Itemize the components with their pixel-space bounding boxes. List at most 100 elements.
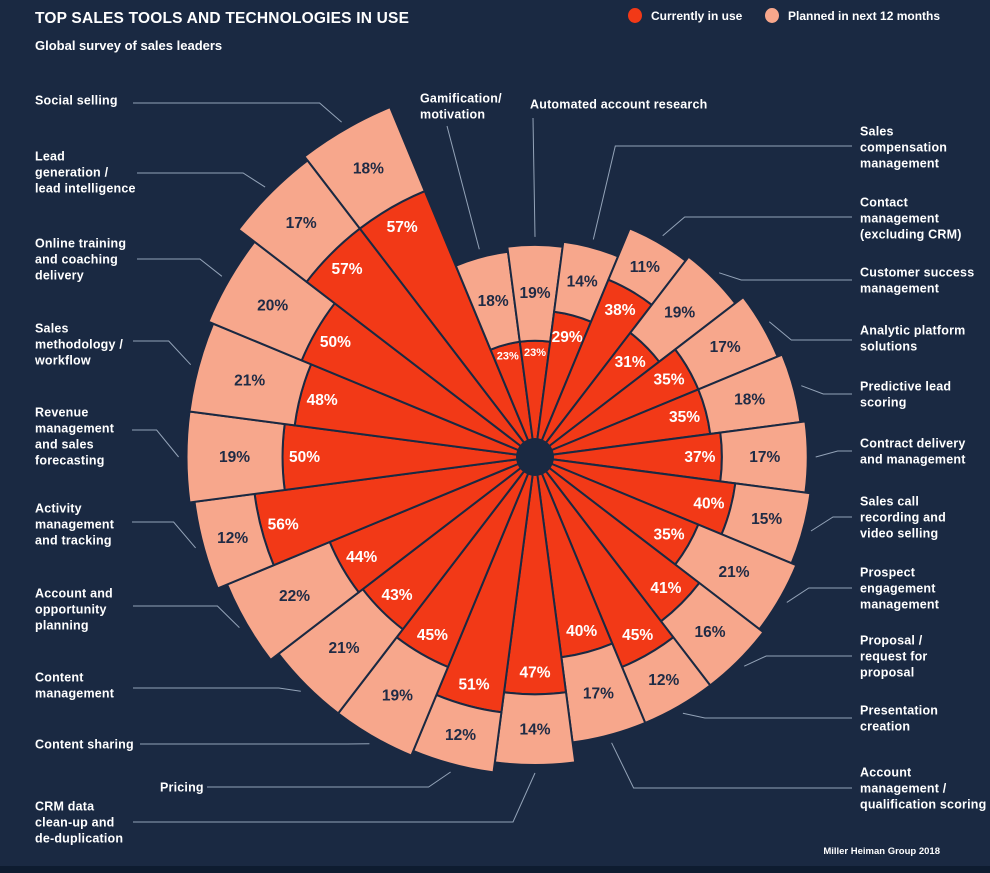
value-labels: 57% 18% 23% 18% 23% 19% 29% 14% 38% 11% 31% 19% 35% 1… bbox=[217, 160, 782, 744]
category-label-content-sharing: Content sharing bbox=[35, 738, 134, 752]
source-credit: Miller Heiman Group 2018 bbox=[823, 846, 940, 857]
page-subtitle: Global survey of sales leaders bbox=[35, 38, 223, 53]
leader-line-sales-call-recording-and-video-selling bbox=[810, 516, 852, 532]
category-label-predictive-lead-scoring: Predictive lead scoring bbox=[860, 380, 951, 410]
value-planned-lead-generation-lead-intelligence: 17% bbox=[286, 215, 317, 232]
category-label-gamification-motivation: Gamification/motivation bbox=[420, 92, 502, 122]
leader-line-pricing bbox=[207, 771, 451, 788]
category-labels: Social selling Gamification/motivation Aut… bbox=[34, 92, 986, 846]
leader-line-proposal-request-for-proposal bbox=[743, 655, 852, 667]
value-planned-automated-account-research: 19% bbox=[519, 285, 550, 302]
category-label-revenue-management-and-sales-forecasting: Revenue management and sales forecasting bbox=[35, 406, 115, 468]
value-current-content-sharing: 45% bbox=[417, 627, 448, 644]
chart-hub bbox=[516, 438, 554, 476]
category-label-account-management-qualification-scoring: Account management / qualification scoring bbox=[860, 766, 986, 812]
value-planned-sales-call-recording-and-video-selling: 15% bbox=[751, 511, 782, 528]
category-label-crm-data-clean-up-and-de-duplication: CRM data clean-up and de-duplication bbox=[35, 800, 123, 846]
value-current-content-management: 43% bbox=[381, 587, 412, 604]
value-planned-proposal-request-for-proposal: 16% bbox=[694, 624, 725, 641]
category-label-customer-success-management: Customer success management bbox=[860, 266, 974, 296]
leader-line-gamification-motivation bbox=[446, 125, 480, 250]
value-current-predictive-lead-scoring: 35% bbox=[669, 409, 700, 426]
leader-line-activity-management-and-tracking bbox=[132, 521, 196, 549]
value-planned-account-management-qualification-scoring: 17% bbox=[583, 686, 614, 703]
category-label-analytic-platform-solutions: Analytic platform solutions bbox=[860, 324, 966, 354]
value-current-prospect-engagement-management: 35% bbox=[653, 526, 684, 543]
category-label-lead-generation-lead-intelligence: Lead generation / lead intelligence bbox=[35, 150, 136, 196]
category-label-account-and-opportunity-planning: Account and opportunity planning bbox=[35, 587, 113, 633]
page-title: TOP SALES TOOLS AND TECHNOLOGIES IN USE bbox=[35, 10, 410, 27]
value-current-automated-account-research: 23% bbox=[524, 347, 546, 359]
category-label-proposal-request-for-proposal: Proposal / request for proposal bbox=[860, 634, 928, 680]
leader-line-content-management bbox=[133, 687, 301, 692]
leader-line-contract-delivery-and-management bbox=[815, 450, 852, 458]
leader-line-revenue-management-and-sales-forecasting bbox=[132, 429, 179, 458]
value-current-social-selling: 57% bbox=[387, 219, 418, 236]
value-current-crm-data-clean-up-and-de-duplication: 47% bbox=[519, 664, 550, 681]
value-current-proposal-request-for-proposal: 41% bbox=[650, 580, 681, 597]
leader-line-presentation-creation bbox=[682, 712, 852, 719]
value-planned-predictive-lead-scoring: 18% bbox=[734, 392, 765, 409]
value-planned-activity-management-and-tracking: 12% bbox=[217, 530, 248, 547]
value-planned-prospect-engagement-management: 21% bbox=[718, 564, 749, 581]
legend-item-planned-next-12-months: Planned in next 12 months bbox=[765, 8, 940, 23]
leader-line-social-selling bbox=[133, 102, 342, 123]
leader-lines bbox=[132, 102, 852, 823]
value-current-presentation-creation: 45% bbox=[622, 627, 653, 644]
legend-label-currently-in-use: Currently in use bbox=[651, 8, 743, 23]
value-planned-online-training-and-coaching-delivery: 20% bbox=[257, 298, 288, 315]
value-planned-contact-management-excluding-crm: 11% bbox=[630, 259, 660, 276]
value-current-account-and-opportunity-planning: 44% bbox=[346, 549, 377, 566]
category-label-sales-compensation-management: Sales compensation management bbox=[860, 125, 947, 171]
category-label-activity-management-and-tracking: Activity management and tracking bbox=[35, 502, 115, 548]
wedges bbox=[185, 106, 812, 774]
value-planned-social-selling: 18% bbox=[353, 160, 384, 177]
value-planned-presentation-creation: 12% bbox=[648, 672, 679, 689]
leader-line-automated-account-research bbox=[532, 117, 536, 237]
value-current-sales-compensation-management: 29% bbox=[552, 329, 583, 346]
value-current-pricing: 51% bbox=[458, 677, 489, 694]
value-planned-analytic-platform-solutions: 17% bbox=[710, 339, 741, 356]
value-current-sales-call-recording-and-video-selling: 40% bbox=[693, 496, 724, 513]
leader-line-prospect-engagement-management bbox=[786, 587, 852, 603]
value-planned-account-and-opportunity-planning: 22% bbox=[279, 588, 310, 605]
value-current-account-management-qualification-scoring: 40% bbox=[566, 623, 597, 640]
legend-item-currently-in-use: Currently in use bbox=[628, 8, 742, 23]
leader-line-crm-data-clean-up-and-de-duplication bbox=[133, 772, 536, 823]
value-planned-revenue-management-and-sales-forecasting: 19% bbox=[219, 449, 250, 466]
leader-line-analytic-platform-solutions bbox=[768, 321, 852, 341]
value-current-revenue-management-and-sales-forecasting: 50% bbox=[289, 449, 320, 466]
value-planned-sales-compensation-management: 14% bbox=[567, 273, 598, 290]
wedge-planned-lead-generation-lead-intelligence bbox=[237, 159, 361, 283]
value-current-contact-management-excluding-crm: 38% bbox=[604, 302, 635, 319]
value-current-online-training-and-coaching-delivery: 50% bbox=[320, 334, 351, 351]
category-label-prospect-engagement-management: Prospect engagement management bbox=[860, 566, 940, 612]
value-current-analytic-platform-solutions: 35% bbox=[653, 372, 684, 389]
leader-line-lead-generation-lead-intelligence bbox=[137, 172, 266, 188]
bottom-strip bbox=[0, 866, 990, 873]
value-planned-crm-data-clean-up-and-de-duplication: 14% bbox=[519, 722, 550, 739]
value-planned-sales-methodology-workflow: 21% bbox=[234, 373, 265, 390]
legend-dot-currently-in-use-icon bbox=[628, 8, 642, 23]
wedge-planned-social-selling bbox=[303, 106, 426, 230]
value-planned-contract-delivery-and-management: 17% bbox=[749, 449, 780, 466]
category-label-contract-delivery-and-management: Contract delivery and management bbox=[860, 437, 966, 467]
value-planned-customer-success-management: 19% bbox=[664, 304, 695, 321]
category-label-automated-account-research: Automated account research bbox=[530, 98, 707, 112]
category-label-presentation-creation: Presentation creation bbox=[860, 704, 938, 734]
value-planned-content-sharing: 19% bbox=[382, 687, 413, 704]
category-label-content-management: Content management bbox=[35, 671, 115, 701]
leader-line-account-and-opportunity-planning bbox=[133, 605, 240, 628]
legend-label-planned-next-12-months: Planned in next 12 months bbox=[788, 8, 941, 23]
value-current-contract-delivery-and-management: 37% bbox=[684, 449, 715, 466]
category-label-online-training-and-coaching-delivery: Online training and coaching delivery bbox=[35, 237, 126, 283]
leader-line-account-management-qualification-scoring bbox=[611, 742, 852, 789]
value-current-lead-generation-lead-intelligence: 57% bbox=[331, 261, 362, 278]
category-label-contact-management-excluding-crm: Contact management (excluding CRM) bbox=[860, 196, 962, 242]
value-current-customer-success-management: 31% bbox=[615, 354, 646, 371]
leader-line-contact-management-excluding-crm bbox=[662, 216, 852, 237]
category-label-sales-methodology-workflow: Sales methodology / workflow bbox=[34, 322, 123, 368]
value-planned-content-management: 21% bbox=[328, 640, 359, 657]
leader-line-sales-methodology-workflow bbox=[133, 340, 192, 366]
